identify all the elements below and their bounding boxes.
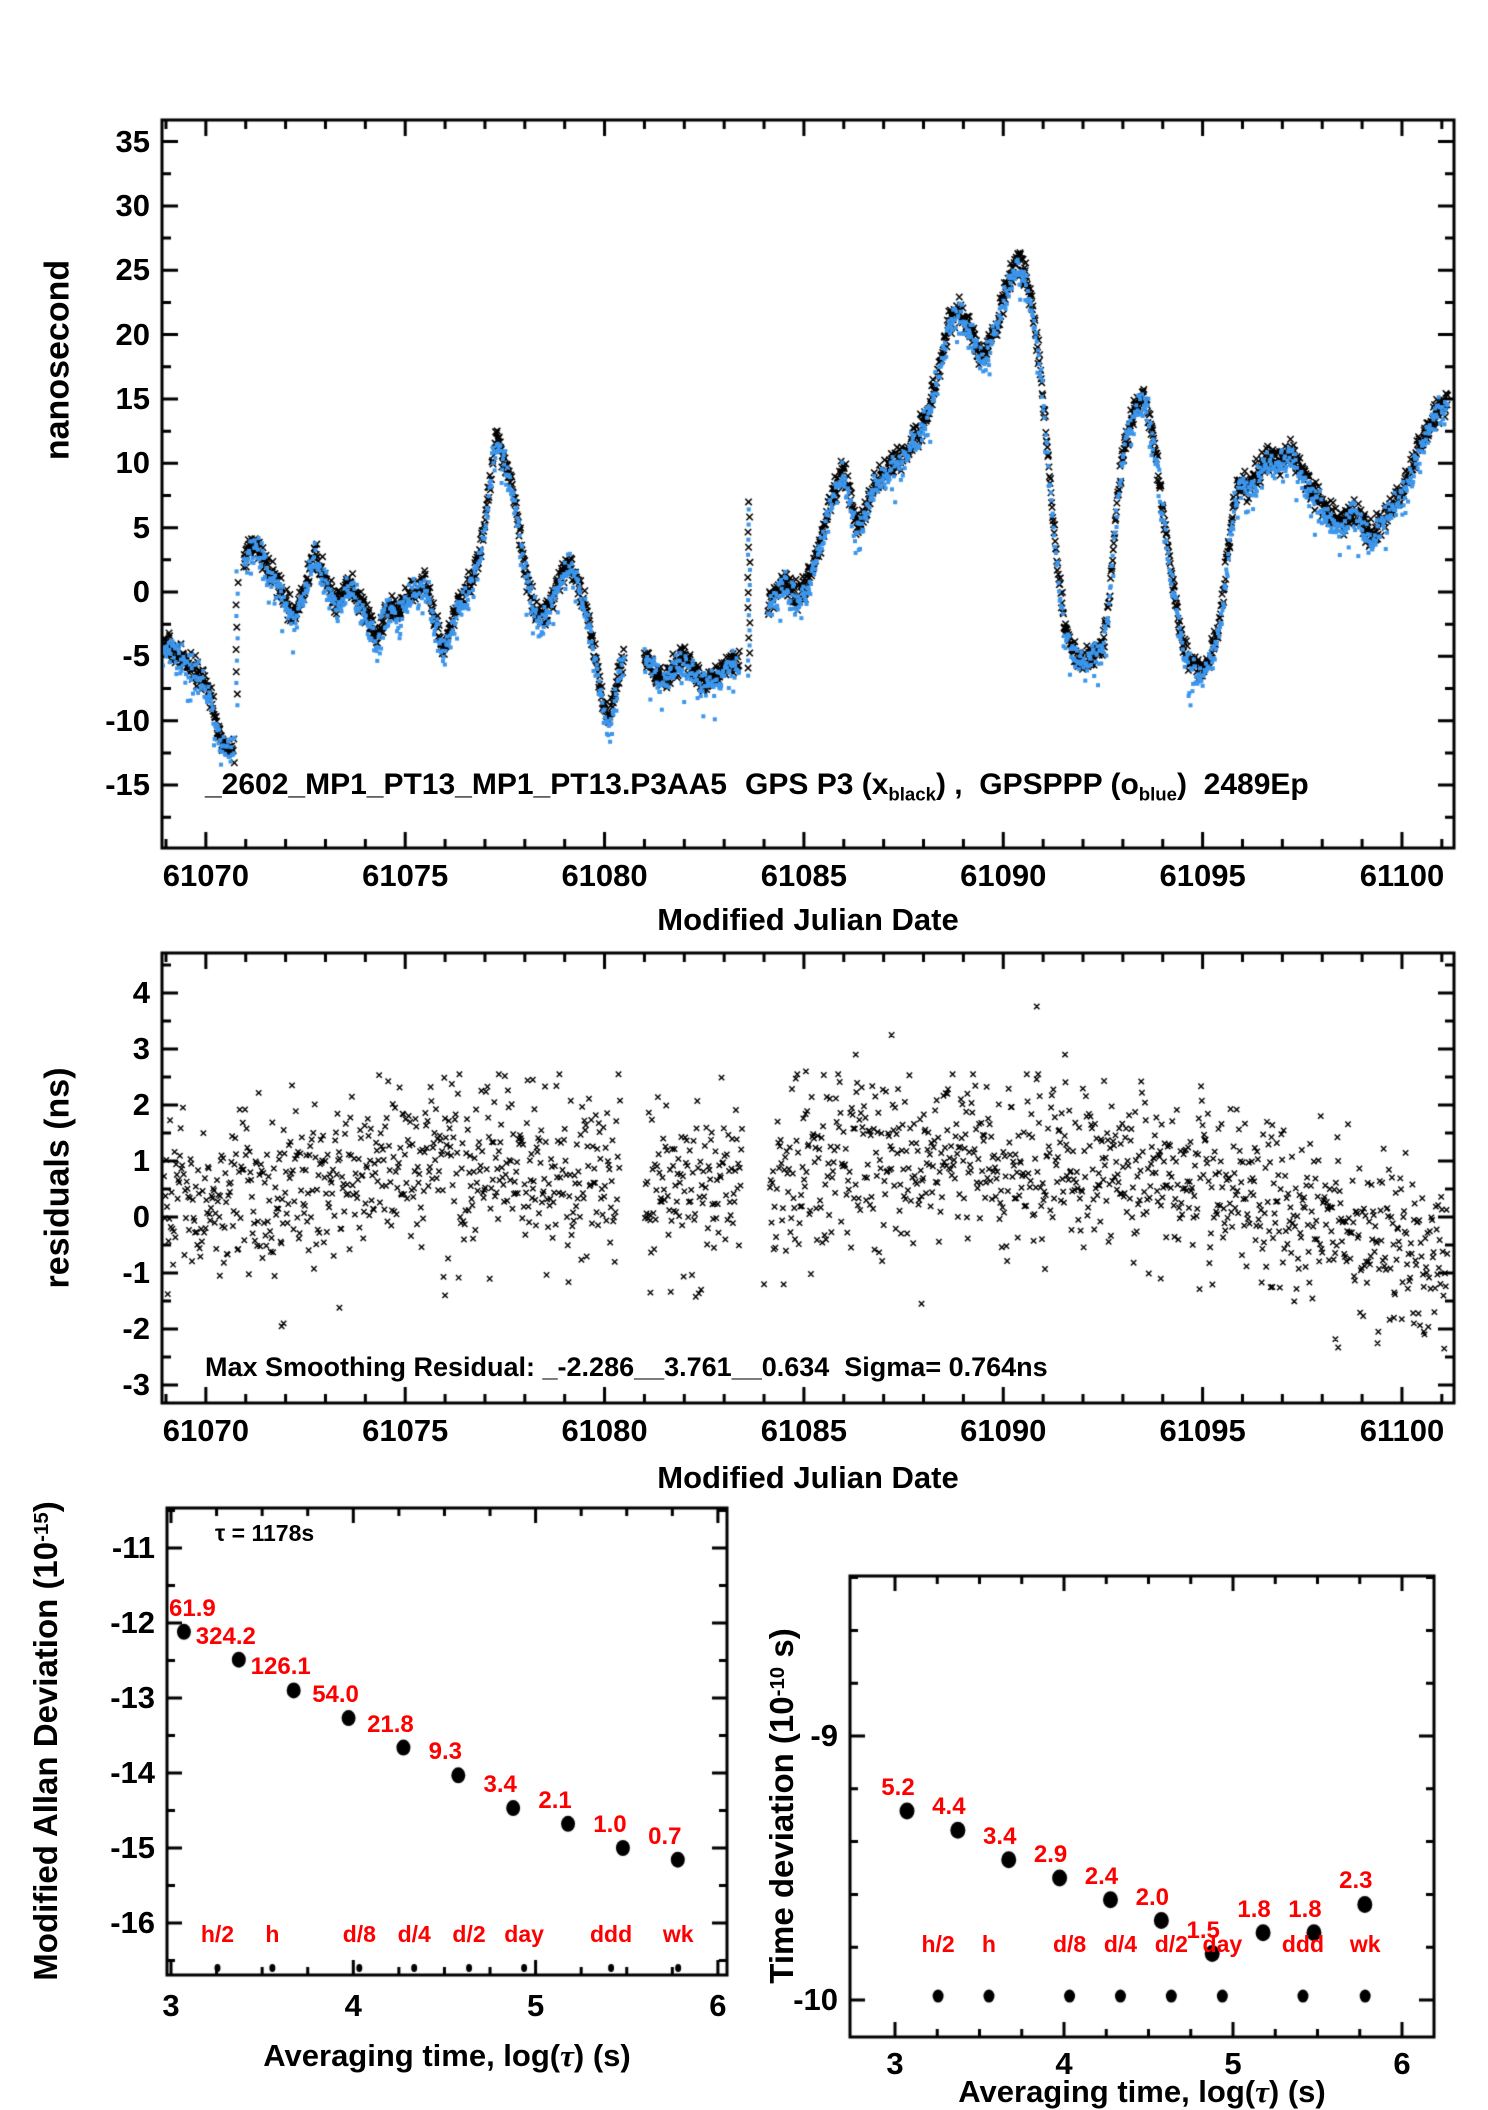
x-tick-label: 3 [886, 2046, 904, 2081]
time-marker-label: day [1202, 1930, 1243, 1957]
y-tick-label: 0 [132, 574, 150, 610]
point-value-label: 2.4 [1084, 1862, 1119, 1890]
point-value-label: 3.4 [983, 1822, 1017, 1850]
top-y-axis-title: nanosecond [38, 259, 77, 461]
point-value-label: 61.9 [169, 1594, 216, 1622]
mdev-x-axis-title: Averaging time, log(τ) (s) [263, 2038, 631, 2073]
x-tick-label: 6 [1393, 2046, 1411, 2081]
y-tick-label: 4 [132, 975, 150, 1011]
x-tick-label: 61085 [760, 1413, 848, 1448]
y-tick-label: -3 [122, 1367, 150, 1403]
mid-y-axis-title: residuals (ns) [38, 1067, 77, 1289]
point-value-label: 2.1 [538, 1786, 572, 1814]
y-tick-label: -11 [111, 1530, 155, 1566]
point-value-label: 1.5 [1186, 1916, 1220, 1944]
time-marker-label: d/8 [1052, 1930, 1087, 1957]
tdev-y-axis-title: Time deviation (10-10 s) [763, 1628, 800, 1984]
time-marker-label: d/2 [1154, 1930, 1188, 1957]
time-marker-label: d/8 [342, 1921, 376, 1947]
x-tick-label: 61075 [362, 858, 449, 893]
x-tick-label: 61070 [162, 858, 249, 893]
time-marker-label: wk [1349, 1930, 1381, 1957]
point-value-label: 1.0 [593, 1811, 627, 1838]
time-marker-label: day [504, 1921, 544, 1947]
y-tick-label: -10 [793, 1982, 838, 2018]
time-marker-label: ddd [1281, 1930, 1325, 1957]
y-tick-label: -13 [110, 1680, 155, 1716]
x-tick-label: 61095 [1159, 858, 1246, 893]
y-tick-label: -5 [122, 638, 150, 674]
tdev-x-axis-title: Averaging time, log(τ) (s) [958, 2074, 1326, 2109]
time-marker-label: d/4 [1103, 1930, 1138, 1957]
x-tick-label: 61080 [561, 1413, 648, 1448]
x-tick-label: 61070 [162, 1413, 249, 1448]
time-marker-label: d/4 [397, 1921, 431, 1947]
mid-x-axis-title: Modified Julian Date [657, 1460, 959, 1495]
point-value-label: 1.8 [1288, 1895, 1322, 1923]
time-marker-label: h [265, 1921, 280, 1947]
point-value-label: 5.2 [881, 1773, 915, 1801]
dataset-title: _2602_MP1_PT13_MP1_PT13.P3AA5 [205, 768, 727, 801]
y-tick-label: 25 [115, 252, 150, 288]
x-tick-label: 61100 [1359, 1413, 1445, 1448]
time-marker-label: h/2 [921, 1930, 955, 1957]
point-value-label: 324.2 [195, 1622, 256, 1650]
point-value-label: 3.4 [483, 1771, 517, 1799]
x-tick-label: 61080 [561, 858, 648, 893]
y-tick-label: -16 [110, 1905, 155, 1941]
point-value-label: 126.1 [250, 1653, 311, 1681]
y-tick-label: 3 [132, 1031, 150, 1067]
y-tick-label: 0 [132, 1199, 150, 1235]
y-tick-label: 35 [115, 123, 150, 159]
x-tick-label: 61090 [960, 1413, 1047, 1448]
point-value-label: 2.0 [1135, 1883, 1170, 1911]
point-value-label: 1.8 [1237, 1895, 1271, 1923]
point-value-label: 9.3 [428, 1738, 462, 1766]
point-value-label: 2.9 [1033, 1841, 1068, 1869]
time-marker-label: wk [662, 1921, 694, 1947]
y-tick-label: 1 [132, 1143, 150, 1179]
max-smoothing-residual-annotation: Max Smoothing Residual: _-2.286__3.761__… [205, 1352, 1048, 1382]
point-value-label: 21.8 [367, 1710, 414, 1738]
x-tick-label: 4 [344, 1988, 362, 2023]
x-tick-label: 5 [1224, 2046, 1242, 2081]
x-tick-label: 61100 [1359, 858, 1445, 893]
y-tick-label: 5 [132, 509, 150, 545]
y-tick-label: -10 [105, 702, 150, 738]
y-tick-label: 30 [115, 187, 150, 223]
y-tick-label: -15 [105, 767, 150, 803]
point-value-label: 4.4 [932, 1793, 966, 1821]
point-value-label: 54.0 [312, 1681, 359, 1709]
time-marker-label: ddd [589, 1921, 633, 1947]
y-tick-label: -12 [110, 1605, 155, 1641]
y-tick-label: -14 [110, 1755, 155, 1791]
y-tick-label: 20 [115, 316, 150, 352]
top-x-axis-title: Modified Julian Date [657, 902, 959, 937]
mdev-y-axis-title: Modified Allan Deviation (10-15) [27, 1501, 64, 1981]
tau-annotation: τ = 1178s [215, 1520, 315, 1546]
y-tick-label: -15 [110, 1830, 155, 1866]
x-tick-label: 61085 [760, 858, 848, 893]
x-tick-label: 61095 [1159, 1413, 1246, 1448]
y-tick-label: -2 [122, 1311, 150, 1347]
y-tick-label: 15 [115, 380, 150, 416]
x-tick-label: 6 [709, 1988, 727, 2023]
x-tick-label: 3 [162, 1988, 180, 2023]
point-value-label: 2.3 [1339, 1867, 1373, 1895]
x-tick-label: 61075 [362, 1413, 449, 1448]
x-tick-label: 61090 [960, 858, 1047, 893]
x-tick-label: 4 [1055, 2046, 1073, 2081]
y-tick-label: -1 [122, 1255, 150, 1291]
y-tick-label: -9 [810, 1718, 838, 1754]
x-tick-label: 5 [526, 1988, 545, 2023]
y-tick-label: 10 [115, 445, 150, 481]
time-marker-label: h/2 [200, 1921, 235, 1947]
series-legend: GPS P3 (xblack) , GPSPPP (oblue) 2489Ep [745, 768, 1309, 805]
time-marker-label: d/2 [452, 1921, 486, 1947]
time-marker-label: h [981, 1930, 996, 1957]
y-tick-label: 2 [132, 1087, 150, 1123]
point-value-label: 0.7 [648, 1822, 682, 1850]
